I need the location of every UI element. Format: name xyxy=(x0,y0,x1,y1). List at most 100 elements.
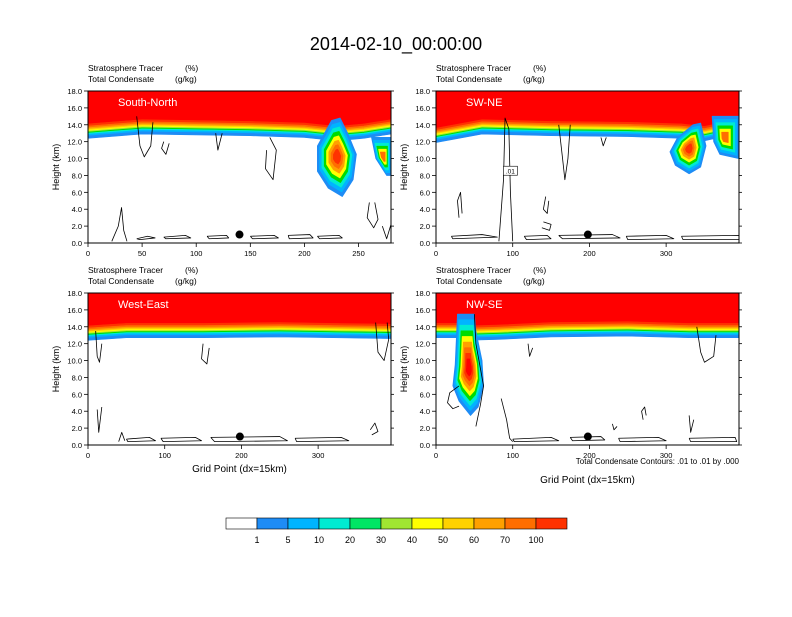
condensate-contour xyxy=(161,141,170,155)
condensate-contour xyxy=(625,235,675,241)
panel-south-north: Stratosphere Tracer (%) Total Condensate (g… xyxy=(51,63,394,258)
condensate-contour xyxy=(512,437,560,443)
panel-sw-ne: Stratosphere Tracer (%) Total Condensate (g… xyxy=(399,63,742,258)
condensate-contour xyxy=(523,235,552,241)
y-tick-label: 8.0 xyxy=(420,171,430,180)
condensate-contour xyxy=(96,406,103,433)
subtitle-condensate: Total Condensate xyxy=(88,74,154,84)
y-tick-label: 14.0 xyxy=(67,121,82,130)
colorbar-label: 5 xyxy=(285,535,290,545)
y-tick-label: 4.0 xyxy=(72,205,82,214)
y-tick-label: 12.0 xyxy=(415,138,430,147)
colorbar-label: 20 xyxy=(345,535,355,545)
location-marker xyxy=(235,230,244,239)
condensate-contour xyxy=(95,330,103,363)
condensate-contour xyxy=(688,415,695,433)
plot-frame xyxy=(87,292,392,446)
condensate-contour xyxy=(163,235,192,240)
colorbar-label: 1 xyxy=(254,535,259,545)
colorbar-box xyxy=(287,517,320,530)
colorbar-box xyxy=(318,517,351,530)
tracer-band xyxy=(88,131,391,142)
colorbar-label: 40 xyxy=(407,535,417,545)
y-tick-label: 14.0 xyxy=(67,323,82,332)
x-tick-label: 100 xyxy=(190,249,203,258)
y-tick-label: 10.0 xyxy=(67,357,82,366)
condensate-contour xyxy=(375,322,390,361)
plot-frame xyxy=(435,292,740,446)
contour-note: Total Condensate Contours: .01 to .01 by… xyxy=(576,457,740,466)
condensate-contour xyxy=(498,117,514,242)
y-tick-label: 0.0 xyxy=(72,441,82,450)
colorbar-box xyxy=(535,517,568,530)
subtitle-condensate: Total Condensate xyxy=(436,74,502,84)
y-tick-label: 16.0 xyxy=(415,306,430,315)
y-tick-label: 14.0 xyxy=(415,121,430,130)
contour-label: .01 xyxy=(506,169,515,176)
condensate-contour xyxy=(366,202,379,229)
condensate-contour xyxy=(527,343,534,357)
condensate-contour xyxy=(287,234,314,240)
condensate-contour xyxy=(473,314,484,427)
x-tick-label: 300 xyxy=(312,451,325,460)
y-tick-label: 4.0 xyxy=(420,407,430,416)
y-tick-label: 16.0 xyxy=(415,104,430,113)
condensate-contour xyxy=(558,234,621,240)
x-tick-label: 100 xyxy=(158,451,171,460)
location-marker xyxy=(583,432,592,441)
colorbar-label: 30 xyxy=(376,535,386,545)
x-axis-label: Grid Point (dx=15km) xyxy=(540,475,635,486)
condensate-contour xyxy=(294,437,350,443)
y-tick-label: 18.0 xyxy=(415,87,430,96)
condensate-contour xyxy=(317,235,343,240)
y-tick-label: 0.0 xyxy=(420,441,430,450)
colorbar-label: 70 xyxy=(500,535,510,545)
condensate-contour xyxy=(111,207,128,242)
x-tick-label: 0 xyxy=(86,451,90,460)
y-tick-label: 6.0 xyxy=(72,188,82,197)
x-axis-label: Grid Point (dx=15km) xyxy=(192,464,287,475)
condensate-contour xyxy=(160,437,202,443)
condensate-contour xyxy=(381,224,391,240)
condensate-contour xyxy=(450,234,498,240)
y-tick-label: 10.0 xyxy=(415,357,430,366)
condensate-contour xyxy=(688,437,738,443)
subtitle-condensate: Total Condensate xyxy=(436,276,502,286)
condensate-contour xyxy=(558,124,571,181)
x-tick-label: 0 xyxy=(434,249,438,258)
y-tick-label: 14.0 xyxy=(415,323,430,332)
y-tick-label: 0.0 xyxy=(420,239,430,248)
y-tick-label: 4.0 xyxy=(72,407,82,416)
colorbar-box xyxy=(473,517,506,530)
colorbar-box xyxy=(349,517,382,530)
tracer-intrusion xyxy=(333,148,342,165)
y-tick-label: 8.0 xyxy=(72,373,82,382)
contour-label-box xyxy=(503,165,518,176)
subtitle-tracer: Stratosphere Tracer xyxy=(436,265,511,275)
condensate-contour xyxy=(618,437,667,443)
location-marker xyxy=(583,230,592,239)
condensate-contour xyxy=(696,326,717,363)
colorbar: 1 5 10 20 30 40 50 60 70 100 xyxy=(225,517,568,545)
tracer-band xyxy=(436,131,739,143)
subtitle-condensate-units: (g/kg) xyxy=(523,276,545,286)
plot-frame xyxy=(435,90,740,244)
colorbar-label: 10 xyxy=(314,535,324,545)
x-tick-label: 0 xyxy=(86,249,90,258)
section-label: South-North xyxy=(118,97,177,109)
y-tick-label: 4.0 xyxy=(420,205,430,214)
subtitle-tracer-units: (%) xyxy=(533,265,546,275)
colorbar-label: 100 xyxy=(528,535,543,545)
panel-west-east: Stratosphere Tracer (%) Total Condensate (g… xyxy=(51,265,394,475)
x-tick-label: 250 xyxy=(352,249,365,258)
condensate-contour xyxy=(447,385,460,410)
x-tick-label: 0 xyxy=(434,451,438,460)
colorbar-box xyxy=(504,517,537,530)
y-tick-label: 6.0 xyxy=(420,188,430,197)
condensate-contour xyxy=(369,422,379,436)
x-tick-label: 200 xyxy=(298,249,311,258)
y-tick-label: 2.0 xyxy=(420,222,430,231)
colorbar-label: 60 xyxy=(469,535,479,545)
y-tick-label: 18.0 xyxy=(415,289,430,298)
